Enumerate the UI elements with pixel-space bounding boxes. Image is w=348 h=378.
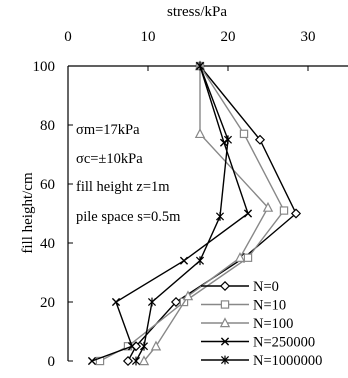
y-tick-label: 0 [48, 354, 56, 370]
y-tick-label: 60 [40, 177, 55, 193]
x-tick-label: 10 [141, 29, 156, 45]
data-point-x [127, 342, 137, 351]
data-point-triangle [150, 340, 162, 351]
axes [67, 65, 348, 361]
legend-label: N=250000 [253, 335, 315, 351]
series-lines [87, 60, 302, 367]
legend: N=0 N=10 N=100 N=250000 N=1000000 [201, 279, 322, 369]
series-4 [131, 61, 233, 366]
legend-label: N=0 [253, 279, 279, 295]
data-point-asterisk [220, 355, 230, 365]
x-tick-label: 30 [301, 29, 316, 45]
x-tick-label: 0 [64, 29, 72, 45]
y-tick-label: 80 [40, 118, 55, 134]
data-point-x [111, 297, 121, 307]
data-point-asterisk [147, 297, 157, 307]
data-point-square [279, 206, 289, 215]
data-point-asterisk [223, 135, 233, 145]
data-point-diamond [290, 208, 302, 219]
data-point-x [87, 356, 97, 366]
y-tick-label: 100 [33, 59, 56, 75]
legend-entry: N=0 [201, 279, 279, 295]
data-point-triangle [194, 128, 206, 139]
y-tick-label: 40 [40, 236, 55, 252]
data-point-asterisk [215, 212, 225, 221]
data-point-asterisk [195, 61, 205, 71]
data-point-diamond [254, 134, 266, 145]
data-point-x [179, 256, 189, 265]
data-point-triangle [138, 355, 150, 366]
legend-label: N=10 [253, 298, 286, 314]
legend-entry: N=10 [201, 298, 286, 314]
x-tick-label: 20 [221, 29, 236, 45]
data-point-x [220, 337, 230, 346]
data-point-asterisk [131, 356, 141, 366]
data-point-square [220, 300, 230, 309]
series-2 [138, 60, 274, 366]
data-point-diamond [122, 355, 134, 367]
data-point-diamond [170, 296, 182, 308]
data-point-triangle [219, 317, 231, 328]
legend-label: N=1000000 [253, 353, 322, 369]
legend-label: N=100 [253, 316, 293, 332]
x-axis-title: stress/kPa [167, 4, 227, 20]
data-point-asterisk [139, 341, 149, 351]
legend-entry: N=250000 [201, 335, 315, 351]
y-axis-title: fill height/cm [20, 172, 36, 254]
annotation-text: fill height z=1m [76, 179, 170, 195]
annotation-text: σm=17kPa [76, 122, 140, 138]
annotation-text: σc=±10kPa [76, 151, 143, 167]
legend-entry: N=100 [201, 316, 293, 332]
data-point-x [219, 138, 229, 147]
data-point-triangle [262, 201, 274, 212]
legend-entry: N=1000000 [201, 353, 322, 369]
data-point-diamond [219, 280, 231, 292]
y-tick-label: 20 [40, 295, 55, 311]
data-point-square [239, 129, 249, 139]
data-point-asterisk [195, 256, 205, 266]
data-point-triangle [182, 290, 194, 301]
annotations: σm=17kPa σc=±10kPa fill height z=1m pile sp… [76, 122, 181, 225]
annotation-text: pile space s=0.5m [76, 209, 181, 225]
data-point-triangle [234, 252, 246, 262]
data-point-square [243, 253, 253, 262]
data-point-x [243, 209, 253, 218]
ticks: 0 10 20 30 0 20 40 60 80 100 [33, 29, 316, 370]
